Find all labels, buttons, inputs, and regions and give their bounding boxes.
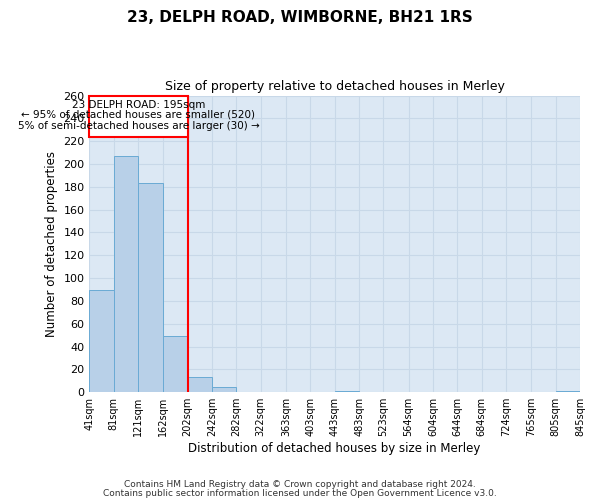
Bar (114, 156, 138, 392)
Text: Contains public sector information licensed under the Open Government Licence v3: Contains public sector information licen… (103, 489, 497, 498)
Text: 23, DELPH ROAD, WIMBORNE, BH21 1RS: 23, DELPH ROAD, WIMBORNE, BH21 1RS (127, 10, 473, 25)
Bar (89, 290, 114, 392)
Text: 5% of semi-detached houses are larger (30) →: 5% of semi-detached houses are larger (3… (17, 122, 259, 132)
Bar (188, 378, 212, 392)
Y-axis label: Number of detached properties: Number of detached properties (44, 151, 58, 337)
Bar (212, 386, 236, 392)
Title: Size of property relative to detached houses in Merley: Size of property relative to detached ho… (165, 80, 505, 93)
X-axis label: Distribution of detached houses by size in Merley: Distribution of detached houses by size … (188, 442, 481, 455)
Bar (138, 184, 163, 392)
Bar (89, 96, 188, 136)
Bar (163, 336, 188, 392)
Text: 23 DELPH ROAD: 195sqm: 23 DELPH ROAD: 195sqm (72, 100, 205, 110)
Text: ← 95% of detached houses are smaller (520): ← 95% of detached houses are smaller (52… (22, 110, 256, 120)
Text: Contains HM Land Registry data © Crown copyright and database right 2024.: Contains HM Land Registry data © Crown c… (124, 480, 476, 489)
Bar (335, 391, 359, 392)
Bar (556, 391, 580, 392)
